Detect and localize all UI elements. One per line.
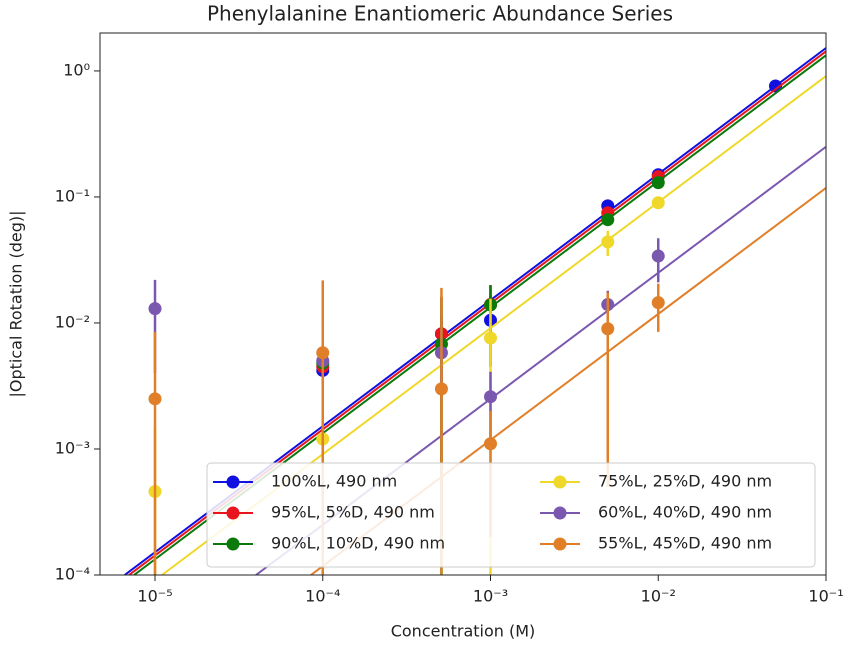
y-tick-label: 10⁻² bbox=[55, 312, 90, 331]
legend-marker bbox=[226, 475, 240, 489]
y-tick-label: 10⁻¹ bbox=[55, 186, 90, 205]
legend-label: 60%L, 40%D, 490 nm bbox=[598, 503, 772, 522]
data-point bbox=[651, 249, 665, 263]
data-point bbox=[434, 382, 448, 396]
y-tick-label: 10⁻³ bbox=[55, 438, 90, 457]
x-tick-label: 10⁻⁵ bbox=[137, 587, 172, 606]
data-point bbox=[769, 79, 783, 93]
legend-label: 75%L, 25%D, 490 nm bbox=[598, 472, 772, 491]
chart-title: Phenylalanine Enantiomeric Abundance Ser… bbox=[207, 2, 673, 26]
data-point bbox=[601, 322, 615, 336]
data-point bbox=[148, 392, 162, 406]
data-point bbox=[651, 196, 665, 210]
x-tick-label: 10⁻³ bbox=[473, 587, 508, 606]
y-axis-label: |Optical Rotation (deg)| bbox=[7, 210, 26, 397]
legend: 100%L, 490 nm 95%L, 5%D, 490 nm 90%L, 10%D… bbox=[206, 462, 816, 568]
legend-box bbox=[206, 462, 816, 568]
y-tick-label: 10⁻⁴ bbox=[55, 565, 90, 584]
legend-marker bbox=[553, 537, 567, 551]
data-point bbox=[484, 331, 498, 345]
data-point bbox=[484, 437, 498, 451]
legend-label: 100%L, 490 nm bbox=[271, 472, 397, 491]
data-point bbox=[148, 302, 162, 316]
legend-marker bbox=[553, 506, 567, 520]
legend-label: 95%L, 5%D, 490 nm bbox=[271, 503, 435, 522]
axes-frame bbox=[99, 32, 827, 576]
legend-marker bbox=[226, 506, 240, 520]
data-point bbox=[651, 176, 665, 190]
legend-label: 55%L, 45%D, 490 nm bbox=[598, 534, 772, 553]
data-point bbox=[484, 390, 498, 404]
legend-label: 90%L, 10%D, 490 nm bbox=[271, 534, 445, 553]
data-point bbox=[651, 296, 665, 310]
data-point bbox=[316, 346, 330, 360]
x-tick-label: 10⁻⁴ bbox=[305, 587, 340, 606]
data-point bbox=[601, 213, 615, 227]
legend-marker bbox=[226, 537, 240, 551]
data-point bbox=[601, 235, 615, 249]
x-tick-label: 10⁻² bbox=[641, 587, 676, 606]
x-axis-label: Concentration (M) bbox=[391, 622, 536, 641]
y-tick-label: 10⁰ bbox=[63, 60, 90, 79]
x-tick-label: 10⁻¹ bbox=[808, 587, 843, 606]
legend-marker bbox=[553, 475, 567, 489]
